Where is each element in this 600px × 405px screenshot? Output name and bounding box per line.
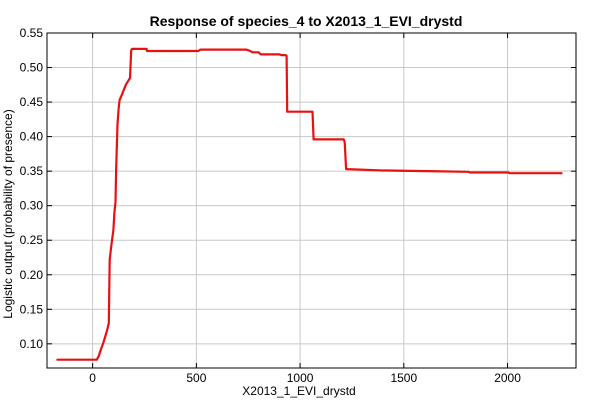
y-tick-label: 0.40 xyxy=(20,130,44,144)
y-axis-title: Logistic output (probability of presence… xyxy=(1,109,15,318)
x-tick-label: 2000 xyxy=(494,371,521,385)
y-tick-label: 0.10 xyxy=(20,337,44,351)
y-tick-label: 0.55 xyxy=(20,26,44,40)
x-tick-label: 1500 xyxy=(390,371,417,385)
axis-ticks: 0 500 1000 1500 2000 0.10 0.15 0.20 0.25 0.30 0.35… xyxy=(20,26,576,385)
y-tick-label: 0.30 xyxy=(20,199,44,213)
x-tick-label: 500 xyxy=(186,371,206,385)
series-line xyxy=(56,47,563,361)
x-axis-title: X2013_1_EVI_drystd xyxy=(242,384,355,398)
y-tick-label: 0.25 xyxy=(20,233,44,247)
x-tick-label: 1000 xyxy=(287,371,314,385)
chart-title: Response of species_4 to X2013_1_EVI_dry… xyxy=(150,13,463,29)
y-tick-label: 0.20 xyxy=(20,268,44,282)
x-tick-label: 0 xyxy=(89,371,96,385)
plot-frame xyxy=(46,32,577,369)
grid xyxy=(47,32,576,368)
y-tick-label: 0.50 xyxy=(20,61,44,75)
y-tick-label: 0.35 xyxy=(20,164,44,178)
y-tick-label: 0.45 xyxy=(20,95,44,109)
y-tick-label: 0.15 xyxy=(20,302,44,316)
